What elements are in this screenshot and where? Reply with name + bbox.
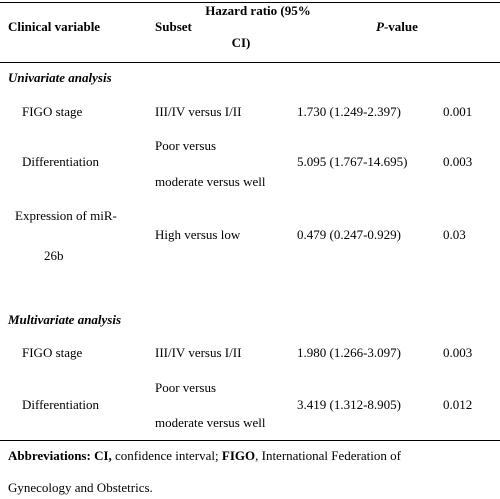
top-rule bbox=[0, 2, 500, 3]
variable-cell: FIGO stage bbox=[22, 104, 83, 119]
hazard-ratio-cell: 3.419 (1.312-8.905) bbox=[297, 397, 401, 412]
subset-cell: III/IV versus I/II bbox=[155, 345, 242, 360]
header-cell: -value bbox=[383, 19, 418, 34]
subset-cell: High versus low bbox=[155, 227, 241, 242]
header-cell: P bbox=[376, 19, 384, 34]
footnote-part: Abbreviations: CI, bbox=[8, 448, 112, 463]
hazard-ratio-cell: 0.479 (0.247-0.929) bbox=[297, 227, 401, 242]
footnote: Abbreviations: CI, confidence interval; … bbox=[8, 448, 401, 464]
variable-cell: FIGO stage bbox=[22, 345, 83, 360]
header-cell: CI) bbox=[231, 35, 251, 50]
p-value-cell: 0.03 bbox=[443, 227, 466, 242]
header-rule bbox=[0, 62, 500, 63]
variable-cell: Differentiation bbox=[22, 397, 100, 412]
variable-cell: 26b bbox=[44, 248, 64, 263]
subset-cell: Poor versus bbox=[155, 380, 217, 395]
header-cell: Hazard ratio (95% bbox=[205, 3, 311, 18]
p-value-cell: 0.003 bbox=[443, 154, 473, 169]
hazard-ratio-cell: 1.730 (1.249-2.397) bbox=[297, 104, 401, 119]
variable-cell: Differentiation bbox=[22, 154, 100, 169]
section-title: Multivariate analysis bbox=[8, 312, 122, 327]
footnote-part: FIGO bbox=[221, 448, 256, 463]
footnote-part: Gynecology and Obstetrics. bbox=[8, 480, 153, 495]
hazard-ratio-cell: 1.980 (1.266-3.097) bbox=[297, 345, 401, 360]
header-cell: P-value bbox=[376, 19, 418, 35]
header-cell: Subset bbox=[155, 19, 192, 34]
footnote: Gynecology and Obstetrics. bbox=[8, 480, 153, 496]
subset-cell: moderate versus well bbox=[155, 415, 266, 430]
subset-cell: III/IV versus I/II bbox=[155, 104, 242, 119]
variable-cell: Expression of miR- bbox=[15, 208, 117, 223]
footnote-part: confidence interval; bbox=[111, 448, 222, 463]
p-value-cell: 0.003 bbox=[443, 345, 473, 360]
hazard-ratio-cell: 5.095 (1.767-14.695) bbox=[297, 154, 408, 169]
p-value-cell: 0.012 bbox=[443, 397, 473, 412]
footnote-part: , International Federation of bbox=[255, 448, 401, 463]
section-title: Univariate analysis bbox=[8, 70, 112, 85]
bottom-rule bbox=[0, 440, 500, 441]
p-value-cell: 0.001 bbox=[443, 104, 473, 119]
subset-cell: Poor versus bbox=[155, 138, 217, 153]
subset-cell: moderate versus well bbox=[155, 174, 266, 189]
header-cell: Clinical variable bbox=[8, 19, 101, 34]
